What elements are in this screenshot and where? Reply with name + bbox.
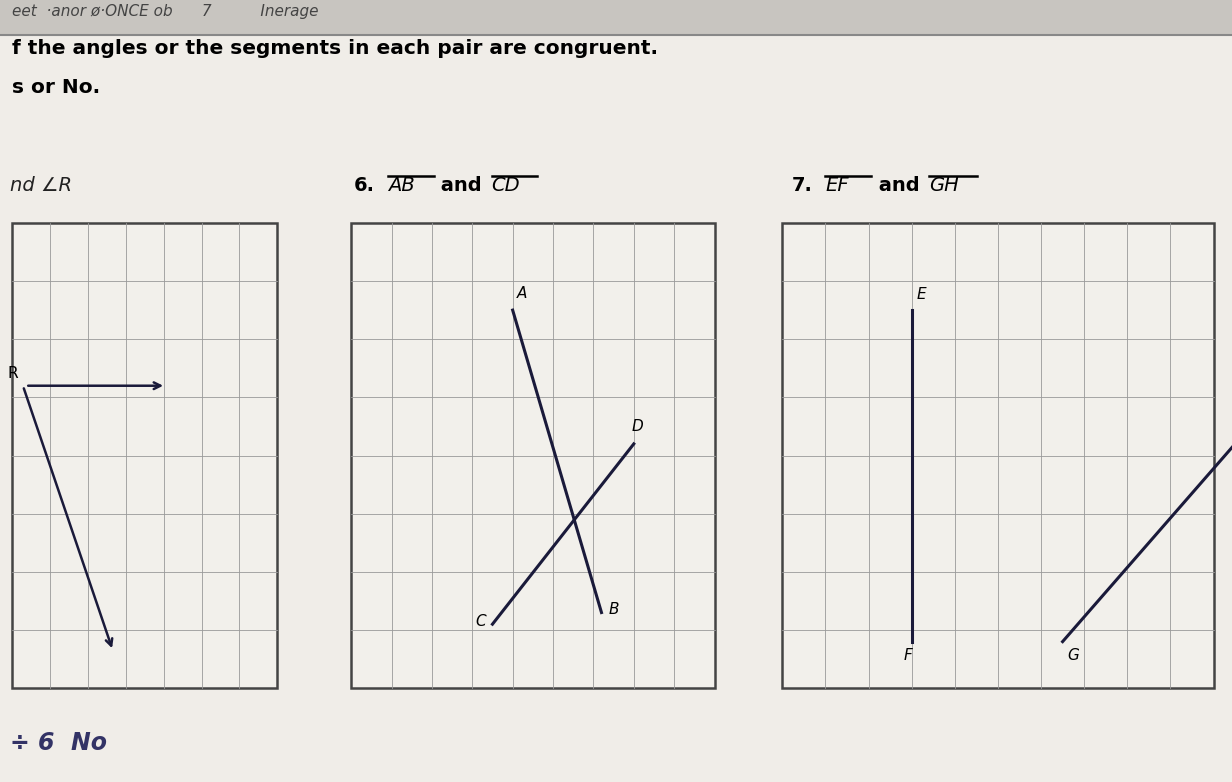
- Text: R: R: [7, 366, 18, 381]
- Text: ÷ 6  No: ÷ 6 No: [10, 731, 107, 755]
- Text: F: F: [903, 647, 913, 663]
- FancyBboxPatch shape: [0, 35, 1232, 782]
- Text: eet  ·anor ø·ONCE ob      7          Inerage: eet ·anor ø·ONCE ob 7 Inerage: [12, 4, 319, 19]
- Text: nd ∠R: nd ∠R: [10, 176, 71, 195]
- Text: C: C: [476, 614, 485, 629]
- Text: AB: AB: [388, 176, 415, 195]
- Text: 7.: 7.: [792, 176, 813, 195]
- Text: and: and: [872, 176, 926, 195]
- Text: 6.: 6.: [354, 176, 375, 195]
- Text: CD: CD: [492, 176, 520, 195]
- Bar: [351, 223, 715, 688]
- Text: s or No.: s or No.: [12, 78, 101, 97]
- Text: f the angles or the segments in each pair are congruent.: f the angles or the segments in each pai…: [12, 39, 658, 58]
- Bar: [12, 223, 277, 688]
- Text: E: E: [917, 287, 926, 303]
- Text: G: G: [1067, 647, 1079, 663]
- Text: GH: GH: [929, 176, 958, 195]
- Text: and: and: [434, 176, 488, 195]
- FancyBboxPatch shape: [0, 0, 1232, 35]
- Text: EF: EF: [825, 176, 849, 195]
- Text: A: A: [516, 285, 527, 301]
- Bar: [782, 223, 1214, 688]
- Text: B: B: [609, 602, 620, 617]
- Text: D: D: [631, 419, 643, 435]
